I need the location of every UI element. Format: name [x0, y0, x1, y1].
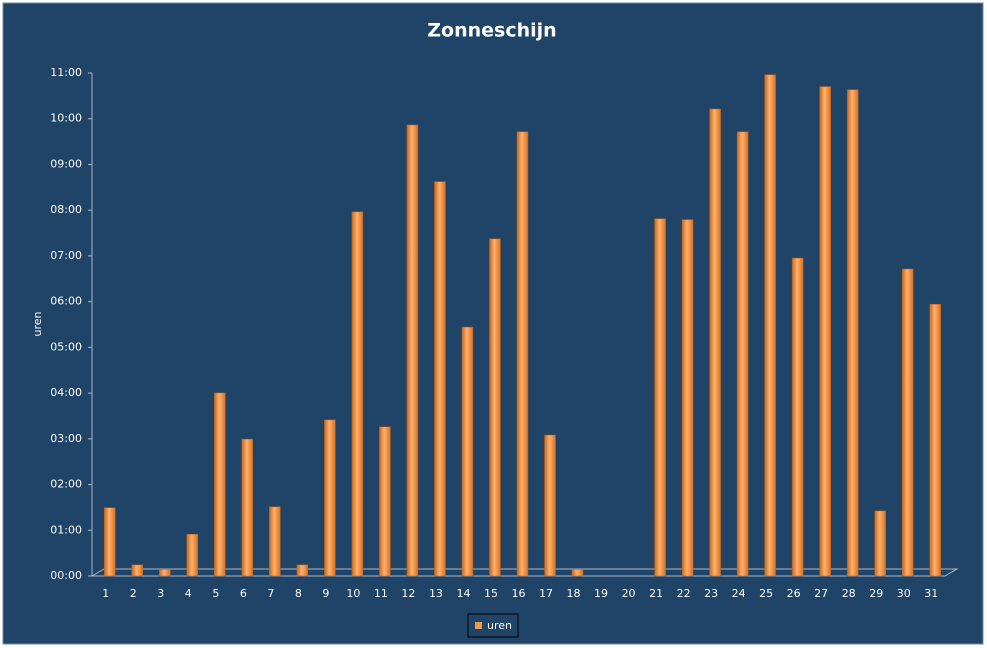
y-tick-label: 11:00 [50, 66, 82, 79]
bar [159, 569, 171, 577]
x-tick-label: 31 [924, 587, 938, 600]
legend-label: uren [487, 619, 512, 632]
y-tick-label: 03:00 [50, 432, 82, 445]
x-tick-label: 18 [567, 587, 581, 600]
bar [764, 74, 776, 577]
y-tick-label: 02:00 [50, 478, 82, 491]
y-tick-label: 06:00 [50, 295, 82, 308]
bar [929, 303, 941, 577]
y-tick-label: 04:00 [50, 386, 82, 399]
x-tick-label: 20 [622, 587, 636, 600]
bar [296, 564, 309, 577]
x-tick-label: 23 [704, 587, 718, 600]
x-tick-label: 19 [594, 587, 608, 600]
x-tick-label: 28 [842, 587, 856, 600]
y-tick-label: 09:00 [50, 157, 82, 170]
x-tick-label: 4 [185, 587, 192, 600]
bar [461, 326, 474, 577]
bar [324, 419, 336, 577]
x-tick-label: 14 [456, 587, 470, 600]
bar [901, 268, 914, 577]
legend-swatch [475, 622, 482, 629]
x-tick-label: 1 [102, 587, 109, 600]
x-tick-label: 12 [401, 587, 415, 600]
bar [104, 507, 116, 577]
legend [467, 613, 519, 638]
x-tick-label: 21 [649, 587, 663, 600]
x-tick-label: 2 [130, 587, 137, 600]
bar [406, 124, 419, 577]
bar [819, 86, 831, 577]
y-tick-label: 00:00 [50, 569, 82, 582]
x-tick-label: 27 [814, 587, 828, 600]
x-tick-label: 29 [869, 587, 883, 600]
y-axis-label: uren [31, 311, 44, 336]
bar [489, 238, 501, 577]
x-tick-label: 10 [346, 587, 360, 600]
y-tick-label: 05:00 [50, 340, 82, 353]
x-tick-label: 22 [677, 587, 691, 600]
bar [269, 506, 281, 577]
x-tick-label: 6 [240, 587, 247, 600]
bar [846, 89, 859, 577]
x-tick-label: 11 [374, 587, 388, 600]
y-tick-label: 08:00 [50, 203, 82, 216]
bar [736, 131, 749, 577]
x-tick-label: 15 [484, 587, 498, 600]
bar [544, 434, 556, 577]
x-tick-label: 16 [512, 587, 526, 600]
bar [874, 510, 886, 577]
x-tick-label: 17 [539, 587, 553, 600]
x-tick-label: 5 [212, 587, 219, 600]
x-tick-label: 7 [267, 587, 274, 600]
bar [351, 211, 364, 577]
bar [571, 569, 584, 577]
bar [214, 392, 226, 577]
y-tick-label: 10:00 [50, 112, 82, 125]
x-tick-label: 13 [429, 587, 443, 600]
chart-title: Zonneschijn [427, 20, 556, 42]
bar [791, 257, 804, 577]
x-tick-label: 25 [759, 587, 773, 600]
x-tick-label: 24 [732, 587, 746, 600]
x-tick-label: 9 [322, 587, 329, 600]
bar [131, 564, 144, 577]
bar [516, 131, 529, 577]
y-tick-label: 07:00 [50, 249, 82, 262]
bar [654, 218, 666, 577]
y-tick-label: 01:00 [50, 523, 82, 536]
bar [241, 438, 254, 577]
bar [709, 108, 721, 577]
x-tick-label: 30 [897, 587, 911, 600]
x-tick-label: 8 [295, 587, 302, 600]
bar [434, 181, 446, 577]
bar [379, 426, 391, 577]
bar [681, 219, 694, 577]
x-tick-label: 3 [157, 587, 164, 600]
bar [186, 533, 199, 577]
x-tick-label: 26 [787, 587, 801, 600]
